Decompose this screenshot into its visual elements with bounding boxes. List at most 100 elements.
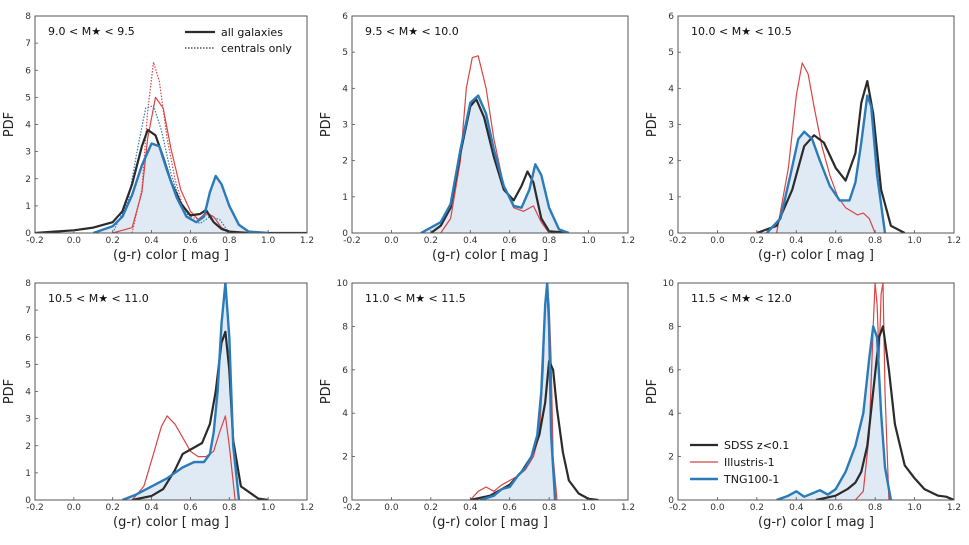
y-tick-label: 1 bbox=[342, 193, 348, 203]
y-tick-label: 3 bbox=[25, 148, 31, 158]
x-tick-label: 0.0 bbox=[710, 503, 725, 513]
tng-fill-area bbox=[766, 95, 885, 233]
series-tng100-1-centrals-only bbox=[112, 104, 230, 233]
x-tick-label: 0.8 bbox=[868, 236, 883, 246]
legend-all-galaxies: all galaxies bbox=[221, 26, 283, 39]
y-axis-label: PDF bbox=[2, 379, 17, 404]
x-tick-label: 0.4 bbox=[463, 236, 478, 246]
x-tick-label: 0.0 bbox=[67, 503, 82, 513]
series-tng100-1 bbox=[776, 325, 893, 500]
panel-6: -0.2 0.0 0.2 0.4 0.6 0.8 1.0 1.2 0 2 4 6 8 10 (g-r) co… bbox=[645, 279, 961, 530]
x-tick-label: 0.0 bbox=[710, 236, 725, 246]
panel-4: -0.2 0.0 0.2 0.4 0.6 0.8 1.0 1.2 0 1 2 3 4 5 6 7 8 (g-r) … bbox=[2, 279, 314, 530]
y-tick-label: 4 bbox=[668, 409, 674, 419]
x-tick-label: 1.0 bbox=[907, 503, 922, 513]
y-tick-label: 6 bbox=[25, 66, 31, 76]
y-tick-label: 4 bbox=[668, 84, 674, 94]
y-tick-label: 4 bbox=[342, 409, 348, 419]
plot-frame bbox=[677, 282, 955, 501]
x-axis-label: (g-r) color [ mag ] bbox=[113, 248, 229, 263]
series-tng100-1 bbox=[121, 283, 241, 500]
panel-mass-range-label: 10.5 < M★ < 11.0 bbox=[48, 292, 149, 305]
y-tick-label: 3 bbox=[342, 121, 348, 131]
x-tick-label: 0.6 bbox=[829, 236, 844, 246]
plot-frame bbox=[351, 282, 629, 501]
x-tick-label: 1.2 bbox=[621, 236, 635, 246]
y-tick-label: 0 bbox=[668, 496, 674, 506]
y-tick-label: 0 bbox=[342, 496, 348, 506]
y-axis-label: PDF bbox=[319, 112, 334, 137]
x-tick-label: 0.6 bbox=[503, 503, 518, 513]
x-tick-label: -0.2 bbox=[26, 503, 44, 513]
panel-3: -0.2 0.0 0.2 0.4 0.6 0.8 1.0 1.2 0 1 2 3 4 5 6 (g-r) co… bbox=[645, 12, 961, 263]
y-tick-label: 8 bbox=[25, 279, 31, 289]
y-tick-label: 0 bbox=[668, 229, 674, 239]
panel-5: -0.2 0.0 0.2 0.4 0.6 0.8 1.0 1.2 0 2 4 6 8 10 (g-r) co… bbox=[319, 279, 635, 530]
x-tick-label: 0.4 bbox=[463, 503, 478, 513]
y-tick-label: 2 bbox=[342, 453, 348, 463]
y-tick-label: 10 bbox=[337, 279, 349, 289]
x-tick-label: 1.0 bbox=[581, 236, 596, 246]
tng-fill-area bbox=[776, 326, 891, 500]
y-tick-label: 7 bbox=[25, 306, 31, 316]
legend-centrals-only: centrals only bbox=[221, 42, 292, 55]
y-tick-label: 6 bbox=[342, 366, 348, 376]
y-tick-label: 0 bbox=[25, 496, 31, 506]
x-tick-label: 0.4 bbox=[144, 503, 159, 513]
x-tick-label: 0.2 bbox=[424, 236, 438, 246]
series-tng100-1 bbox=[92, 142, 269, 233]
x-tick-label: 0.2 bbox=[750, 503, 764, 513]
x-tick-label: 0.0 bbox=[384, 503, 399, 513]
x-tick-label: -0.2 bbox=[343, 236, 361, 246]
panel-mass-range-label: 10.0 < M★ < 10.5 bbox=[691, 25, 792, 38]
x-tick-label: 0.6 bbox=[183, 236, 198, 246]
y-tick-label: 6 bbox=[342, 12, 348, 22]
y-axis-label: PDF bbox=[2, 112, 17, 137]
y-tick-label: 1 bbox=[25, 469, 31, 479]
y-axis-label: PDF bbox=[319, 379, 334, 404]
series-illustris-1 bbox=[131, 415, 236, 500]
x-tick-label: 1.0 bbox=[907, 236, 922, 246]
x-tick-label: -0.2 bbox=[343, 503, 361, 513]
x-tick-label: 0.2 bbox=[106, 236, 120, 246]
series-tng100-1 bbox=[765, 94, 887, 233]
y-tick-label: 0 bbox=[342, 229, 348, 239]
legend-entry: TNG100-1 bbox=[723, 473, 779, 486]
y-tick-label: 4 bbox=[25, 388, 31, 398]
series-illustris-1 bbox=[854, 283, 890, 500]
x-tick-label: 0.0 bbox=[67, 236, 82, 246]
y-tick-label: 5 bbox=[668, 48, 674, 58]
x-tick-label: 1.2 bbox=[947, 503, 961, 513]
x-tick-label: 0.8 bbox=[542, 503, 557, 513]
x-tick-label: 0.8 bbox=[222, 236, 237, 246]
y-tick-label: 6 bbox=[25, 333, 31, 343]
y-tick-label: 10 bbox=[663, 279, 675, 289]
x-tick-label: 0.6 bbox=[183, 503, 198, 513]
x-tick-label: 0.4 bbox=[789, 236, 804, 246]
x-axis-label: (g-r) color [ mag ] bbox=[432, 515, 548, 530]
y-axis-label: PDF bbox=[645, 379, 660, 404]
y-tick-label: 1 bbox=[668, 193, 674, 203]
x-tick-label: 1.2 bbox=[947, 236, 961, 246]
y-tick-label: 2 bbox=[25, 175, 31, 185]
panel-mass-range-label: 9.5 < M★ < 10.0 bbox=[365, 25, 459, 38]
legend-entry: SDSS z<0.1 bbox=[724, 439, 789, 452]
series-tng100-1 bbox=[479, 283, 557, 500]
x-tick-label: 1.2 bbox=[300, 236, 314, 246]
series-sdss-z-0-1 bbox=[815, 325, 954, 500]
plot-frame bbox=[34, 282, 308, 501]
panel-mass-range-label: 9.0 < M★ < 9.5 bbox=[48, 25, 135, 38]
legend-simulations: SDSS z<0.1 Illustris-1 TNG100-1 bbox=[690, 439, 789, 486]
tng-fill-area bbox=[122, 283, 239, 500]
x-tick-label: -0.2 bbox=[669, 503, 687, 513]
x-tick-label: 0.8 bbox=[542, 236, 557, 246]
series-sdss-z-0-1 bbox=[131, 330, 269, 500]
x-tick-label: 0.6 bbox=[829, 503, 844, 513]
y-tick-label: 5 bbox=[25, 93, 31, 103]
x-tick-label: -0.2 bbox=[669, 236, 687, 246]
x-tick-label: 0.8 bbox=[222, 503, 237, 513]
panel-1: -0.2 0.0 0.2 0.4 0.6 0.8 1.0 1.2 0 1 2 3 4 5 6 7 8 (g-r) … bbox=[2, 12, 314, 263]
y-tick-label: 6 bbox=[668, 366, 674, 376]
x-tick-label: -0.2 bbox=[26, 236, 44, 246]
